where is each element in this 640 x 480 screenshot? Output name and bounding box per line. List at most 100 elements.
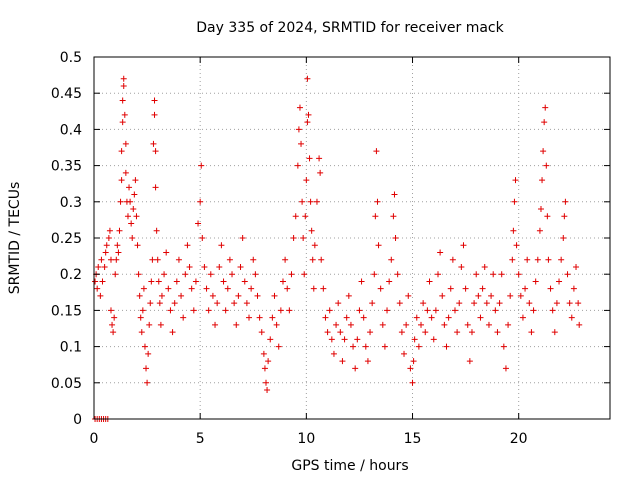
data-point xyxy=(473,271,480,278)
data-point xyxy=(396,300,403,307)
axis-ticks: 0 0.05 0.1 0.15 0.2 0.25 0.3 0.35 0.4 0.45 0.5 0 5 10… xyxy=(51,50,610,447)
data-point xyxy=(295,126,302,133)
data-point xyxy=(562,198,569,205)
data-point xyxy=(118,177,125,184)
data-point xyxy=(510,227,517,234)
data-point xyxy=(545,256,552,263)
data-point xyxy=(140,285,147,292)
data-point xyxy=(112,271,119,278)
data-point xyxy=(379,321,386,328)
data-point xyxy=(153,227,160,234)
data-point xyxy=(488,292,495,299)
data-point xyxy=(549,307,556,314)
data-point xyxy=(218,242,225,249)
data-point xyxy=(388,256,395,263)
data-point xyxy=(409,379,416,386)
data-point xyxy=(152,184,159,191)
data-point xyxy=(98,256,105,263)
data-point xyxy=(131,191,138,198)
data-point xyxy=(466,358,473,365)
data-point xyxy=(309,256,316,263)
data-point xyxy=(186,263,193,270)
data-point xyxy=(243,300,250,307)
data-point xyxy=(318,256,325,263)
data-point xyxy=(299,198,306,205)
data-point xyxy=(564,271,571,278)
y-axis-label: SRMTID / TECUs xyxy=(7,182,23,295)
data-point xyxy=(120,75,127,82)
data-point xyxy=(377,285,384,292)
x-tick-label: 10 xyxy=(297,431,315,447)
y-tick-label: 0.2 xyxy=(60,267,82,283)
data-point xyxy=(556,278,563,285)
data-point xyxy=(298,140,305,147)
data-point xyxy=(143,365,150,372)
data-point xyxy=(534,256,541,263)
data-point xyxy=(296,104,303,111)
data-point xyxy=(292,213,299,220)
data-point xyxy=(130,206,137,213)
data-points xyxy=(92,75,583,422)
data-point xyxy=(95,263,102,270)
data-point xyxy=(273,321,280,328)
data-point xyxy=(277,307,284,314)
data-point xyxy=(372,213,379,220)
chart-title: Day 335 of 2024, SRMTID for receiver mac… xyxy=(196,20,504,36)
data-point xyxy=(532,278,539,285)
data-point xyxy=(154,256,161,263)
data-point xyxy=(558,256,565,263)
data-point xyxy=(471,300,478,307)
data-point xyxy=(178,292,185,299)
x-tick-label: 20 xyxy=(510,431,528,447)
data-point xyxy=(350,343,357,350)
data-point xyxy=(339,358,346,365)
data-point xyxy=(496,300,503,307)
data-point xyxy=(437,249,444,256)
data-point xyxy=(119,97,126,104)
data-point xyxy=(391,191,398,198)
data-point xyxy=(540,148,547,155)
data-point xyxy=(252,271,259,278)
data-point xyxy=(401,350,408,357)
data-point xyxy=(420,300,427,307)
data-point xyxy=(308,227,315,234)
data-point xyxy=(169,329,176,336)
data-point xyxy=(307,198,314,205)
data-point xyxy=(260,350,267,357)
data-point xyxy=(317,169,324,176)
data-point xyxy=(553,300,560,307)
data-point xyxy=(282,256,289,263)
data-point xyxy=(220,278,227,285)
data-point xyxy=(458,263,465,270)
data-point xyxy=(371,271,378,278)
data-point xyxy=(513,242,520,249)
data-point xyxy=(269,314,276,321)
data-point xyxy=(99,278,106,285)
data-point xyxy=(195,220,202,227)
data-point xyxy=(310,285,317,292)
data-point xyxy=(358,278,365,285)
data-point xyxy=(226,256,233,263)
data-point xyxy=(304,75,311,82)
data-point xyxy=(573,263,580,270)
data-point xyxy=(428,314,435,321)
data-point xyxy=(403,321,410,328)
data-point xyxy=(173,278,180,285)
data-point xyxy=(107,256,114,263)
data-point xyxy=(369,300,376,307)
data-point xyxy=(511,198,518,205)
data-point xyxy=(316,155,323,162)
data-point xyxy=(300,235,307,241)
data-point xyxy=(326,307,333,314)
data-point xyxy=(330,350,337,357)
data-point xyxy=(110,329,117,336)
data-point xyxy=(149,256,156,263)
data-point xyxy=(354,336,361,343)
data-point xyxy=(410,358,417,365)
data-point xyxy=(107,307,114,314)
y-tick-label: 0.15 xyxy=(51,303,82,319)
data-point xyxy=(284,285,291,292)
data-point xyxy=(263,379,269,386)
data-point xyxy=(445,314,452,321)
data-point xyxy=(279,278,286,285)
